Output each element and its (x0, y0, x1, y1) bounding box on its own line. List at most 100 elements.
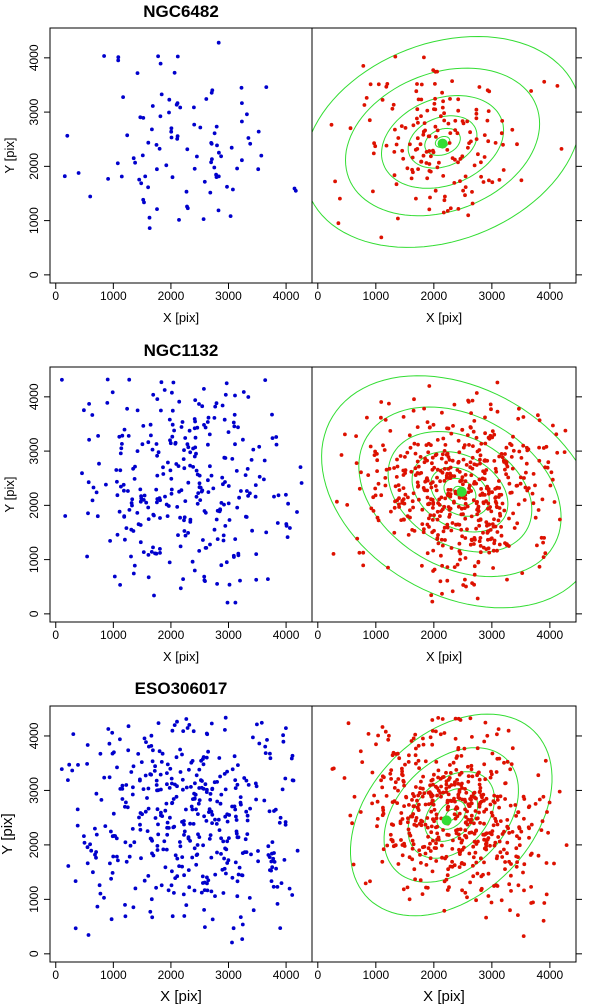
data-point (227, 582, 232, 587)
density-peak (437, 138, 448, 149)
data-point (482, 837, 486, 842)
chart-title: ESO306017 (135, 679, 228, 698)
data-point (479, 856, 483, 861)
data-point (280, 787, 285, 792)
data-point (435, 509, 440, 514)
data-point (469, 537, 474, 542)
data-point (542, 901, 547, 905)
data-point (508, 767, 513, 772)
data-point (435, 438, 440, 442)
data-point (235, 894, 240, 899)
data-point (218, 801, 223, 806)
data-point (431, 422, 436, 427)
data-point (152, 513, 156, 518)
data-point (234, 469, 239, 473)
data-point (185, 204, 189, 209)
data-point (481, 530, 485, 535)
data-point (420, 507, 425, 512)
plot-frame (311, 705, 577, 963)
data-point (438, 579, 443, 584)
data-point (436, 768, 441, 773)
data-point (419, 114, 423, 118)
data-point (376, 82, 381, 87)
data-point (178, 840, 182, 844)
data-point (445, 525, 450, 530)
data-point (160, 751, 165, 756)
data-point (155, 453, 160, 458)
data-point (383, 418, 388, 422)
data-point (564, 843, 569, 847)
data-point (373, 144, 378, 149)
data-point (541, 555, 546, 559)
data-point (195, 472, 200, 477)
data-point (372, 141, 376, 146)
data-point (435, 793, 439, 798)
data-point (531, 501, 536, 506)
data-point (456, 522, 460, 527)
data-point (469, 489, 473, 493)
data-point (169, 491, 174, 496)
data-point (522, 888, 526, 893)
data-point (472, 839, 477, 844)
data-point (138, 811, 143, 815)
data-point (191, 465, 196, 469)
data-point (170, 422, 175, 427)
data-point (379, 235, 384, 240)
data-point (402, 804, 406, 808)
data-point (421, 774, 425, 779)
data-point (217, 828, 222, 832)
data-point (503, 452, 507, 456)
plot-frame (311, 366, 577, 623)
data-point (204, 97, 209, 101)
data-point (142, 493, 147, 498)
data-point (557, 789, 562, 794)
data-point (478, 457, 482, 462)
data-point (389, 509, 393, 514)
data-point (425, 420, 430, 424)
data-point (108, 861, 112, 866)
y-tick-label: 4000 (27, 722, 41, 749)
data-point (431, 506, 435, 510)
data-point (398, 821, 403, 826)
data-point (485, 458, 490, 463)
data-point (371, 151, 376, 156)
data-point (105, 401, 110, 405)
data-point (415, 425, 420, 429)
data-point (536, 853, 541, 858)
data-point (159, 92, 164, 97)
data-point (254, 797, 258, 802)
data-point (175, 856, 180, 861)
data-point (178, 586, 183, 591)
data-point (195, 843, 200, 847)
data-point (226, 484, 231, 488)
y-axis-label: Y [pix] (0, 813, 16, 854)
data-point (94, 832, 99, 837)
data-point (215, 780, 220, 784)
data-point (150, 759, 155, 764)
data-point (175, 505, 180, 509)
data-point (393, 54, 398, 59)
data-point (182, 822, 186, 827)
density-contour (350, 713, 553, 917)
data-point (411, 804, 416, 809)
data-point (509, 873, 513, 878)
data-point (225, 769, 230, 774)
data-point (159, 810, 163, 815)
data-point (490, 429, 495, 433)
data-point (175, 137, 180, 141)
data-point (244, 778, 249, 783)
data-point (440, 105, 445, 110)
data-point (458, 718, 463, 722)
data-point (262, 798, 267, 803)
data-point (202, 908, 207, 912)
data-point (257, 741, 262, 746)
x-axis-label: X [pix] (163, 310, 199, 325)
data-point (154, 783, 159, 787)
data-point (459, 783, 463, 787)
data-point (503, 860, 507, 864)
data-point (519, 456, 524, 460)
data-point (440, 855, 444, 860)
data-point (485, 733, 490, 738)
data-point (368, 444, 373, 449)
data-point (525, 488, 530, 493)
